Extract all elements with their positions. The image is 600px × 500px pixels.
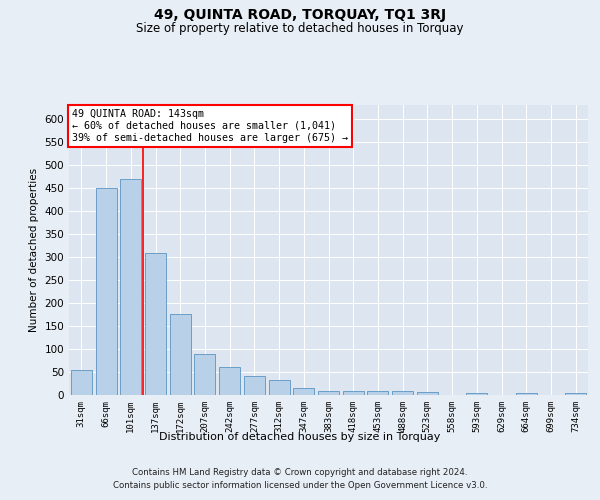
- Bar: [244, 376, 265, 395]
- Bar: [269, 380, 290, 395]
- Bar: [516, 392, 537, 395]
- Bar: [392, 392, 413, 395]
- Bar: [565, 392, 586, 395]
- Bar: [71, 370, 92, 395]
- Text: Contains HM Land Registry data © Crown copyright and database right 2024.: Contains HM Land Registry data © Crown c…: [132, 468, 468, 477]
- Text: 49 QUINTA ROAD: 143sqm
← 60% of detached houses are smaller (1,041)
39% of semi-: 49 QUINTA ROAD: 143sqm ← 60% of detached…: [71, 110, 347, 142]
- Bar: [219, 368, 240, 395]
- Bar: [120, 178, 141, 395]
- Bar: [343, 391, 364, 395]
- Bar: [367, 391, 388, 395]
- Text: Contains public sector information licensed under the Open Government Licence v3: Contains public sector information licen…: [113, 480, 487, 490]
- Bar: [95, 188, 116, 395]
- Bar: [293, 388, 314, 395]
- Bar: [145, 253, 166, 395]
- Y-axis label: Number of detached properties: Number of detached properties: [29, 168, 39, 332]
- Bar: [417, 392, 438, 395]
- Text: Distribution of detached houses by size in Torquay: Distribution of detached houses by size …: [160, 432, 440, 442]
- Text: Size of property relative to detached houses in Torquay: Size of property relative to detached ho…: [136, 22, 464, 35]
- Bar: [318, 391, 339, 395]
- Bar: [466, 392, 487, 395]
- Text: 49, QUINTA ROAD, TORQUAY, TQ1 3RJ: 49, QUINTA ROAD, TORQUAY, TQ1 3RJ: [154, 8, 446, 22]
- Bar: [170, 314, 191, 395]
- Bar: [194, 354, 215, 395]
